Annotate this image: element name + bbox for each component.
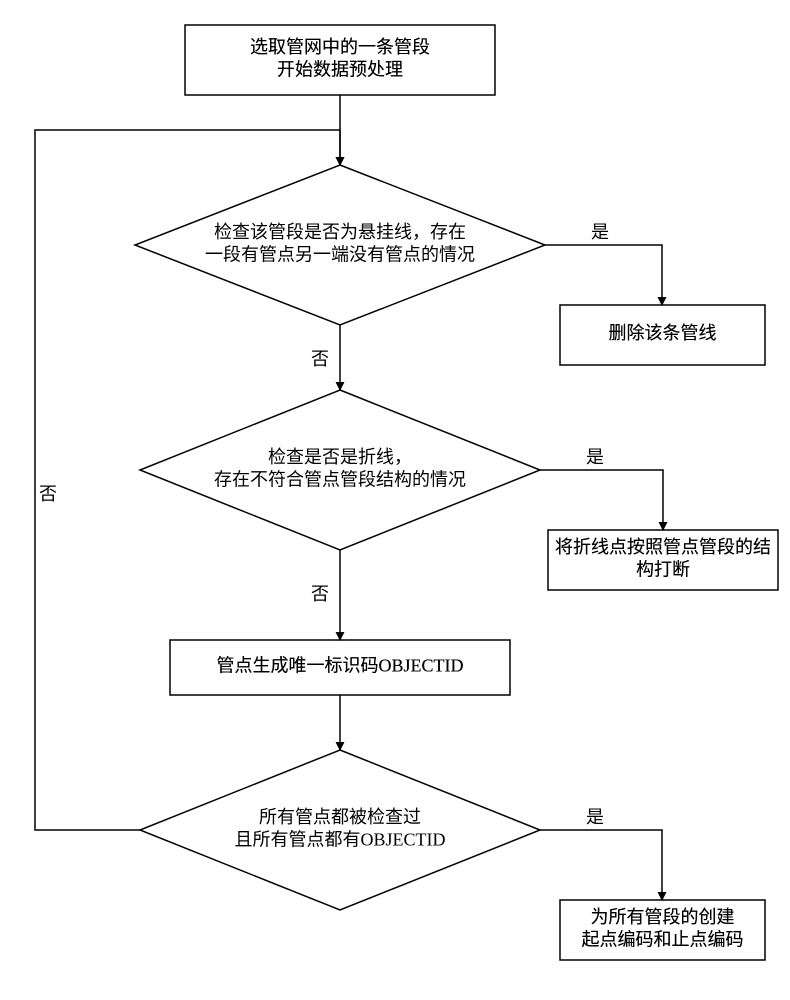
- edge-d1-a1: [545, 245, 662, 305]
- edge-label-d1-a1: 是: [591, 222, 609, 242]
- flowchart-svg: 选取管网中的一条管段开始数据预处理删除该条管线将折线点按照管点管段的结构打断管点…: [0, 0, 790, 1000]
- edge-label-d2-a2: 是: [586, 447, 604, 467]
- edge-label-d2-p1: 否: [311, 584, 329, 604]
- node-text-a1: 删除该条管线: [609, 323, 717, 343]
- node-text-p1: 管点生成唯一标识码OBJECTID: [217, 656, 464, 676]
- edge-label-d3-start: 否: [39, 484, 57, 504]
- edge-label-d1-d2: 否: [311, 349, 329, 369]
- edge-d2-a2: [540, 470, 663, 530]
- edge-d3-a3: [540, 830, 662, 900]
- edge-label-d3-a3: 是: [586, 807, 604, 827]
